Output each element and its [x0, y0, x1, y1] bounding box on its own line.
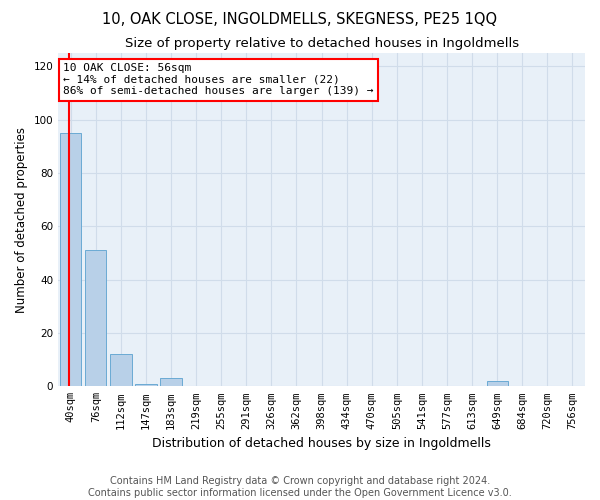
Bar: [85, 250, 106, 386]
Bar: [110, 354, 131, 386]
Text: 10 OAK CLOSE: 56sqm
← 14% of detached houses are smaller (22)
86% of semi-detach: 10 OAK CLOSE: 56sqm ← 14% of detached ho…: [64, 63, 374, 96]
Bar: [136, 384, 157, 386]
X-axis label: Distribution of detached houses by size in Ingoldmells: Distribution of detached houses by size …: [152, 437, 491, 450]
Text: Contains HM Land Registry data © Crown copyright and database right 2024.
Contai: Contains HM Land Registry data © Crown c…: [88, 476, 512, 498]
Bar: [160, 378, 182, 386]
Bar: [487, 381, 508, 386]
Title: Size of property relative to detached houses in Ingoldmells: Size of property relative to detached ho…: [125, 38, 518, 51]
Text: 10, OAK CLOSE, INGOLDMELLS, SKEGNESS, PE25 1QQ: 10, OAK CLOSE, INGOLDMELLS, SKEGNESS, PE…: [103, 12, 497, 28]
Bar: [60, 133, 82, 386]
Y-axis label: Number of detached properties: Number of detached properties: [15, 126, 28, 312]
